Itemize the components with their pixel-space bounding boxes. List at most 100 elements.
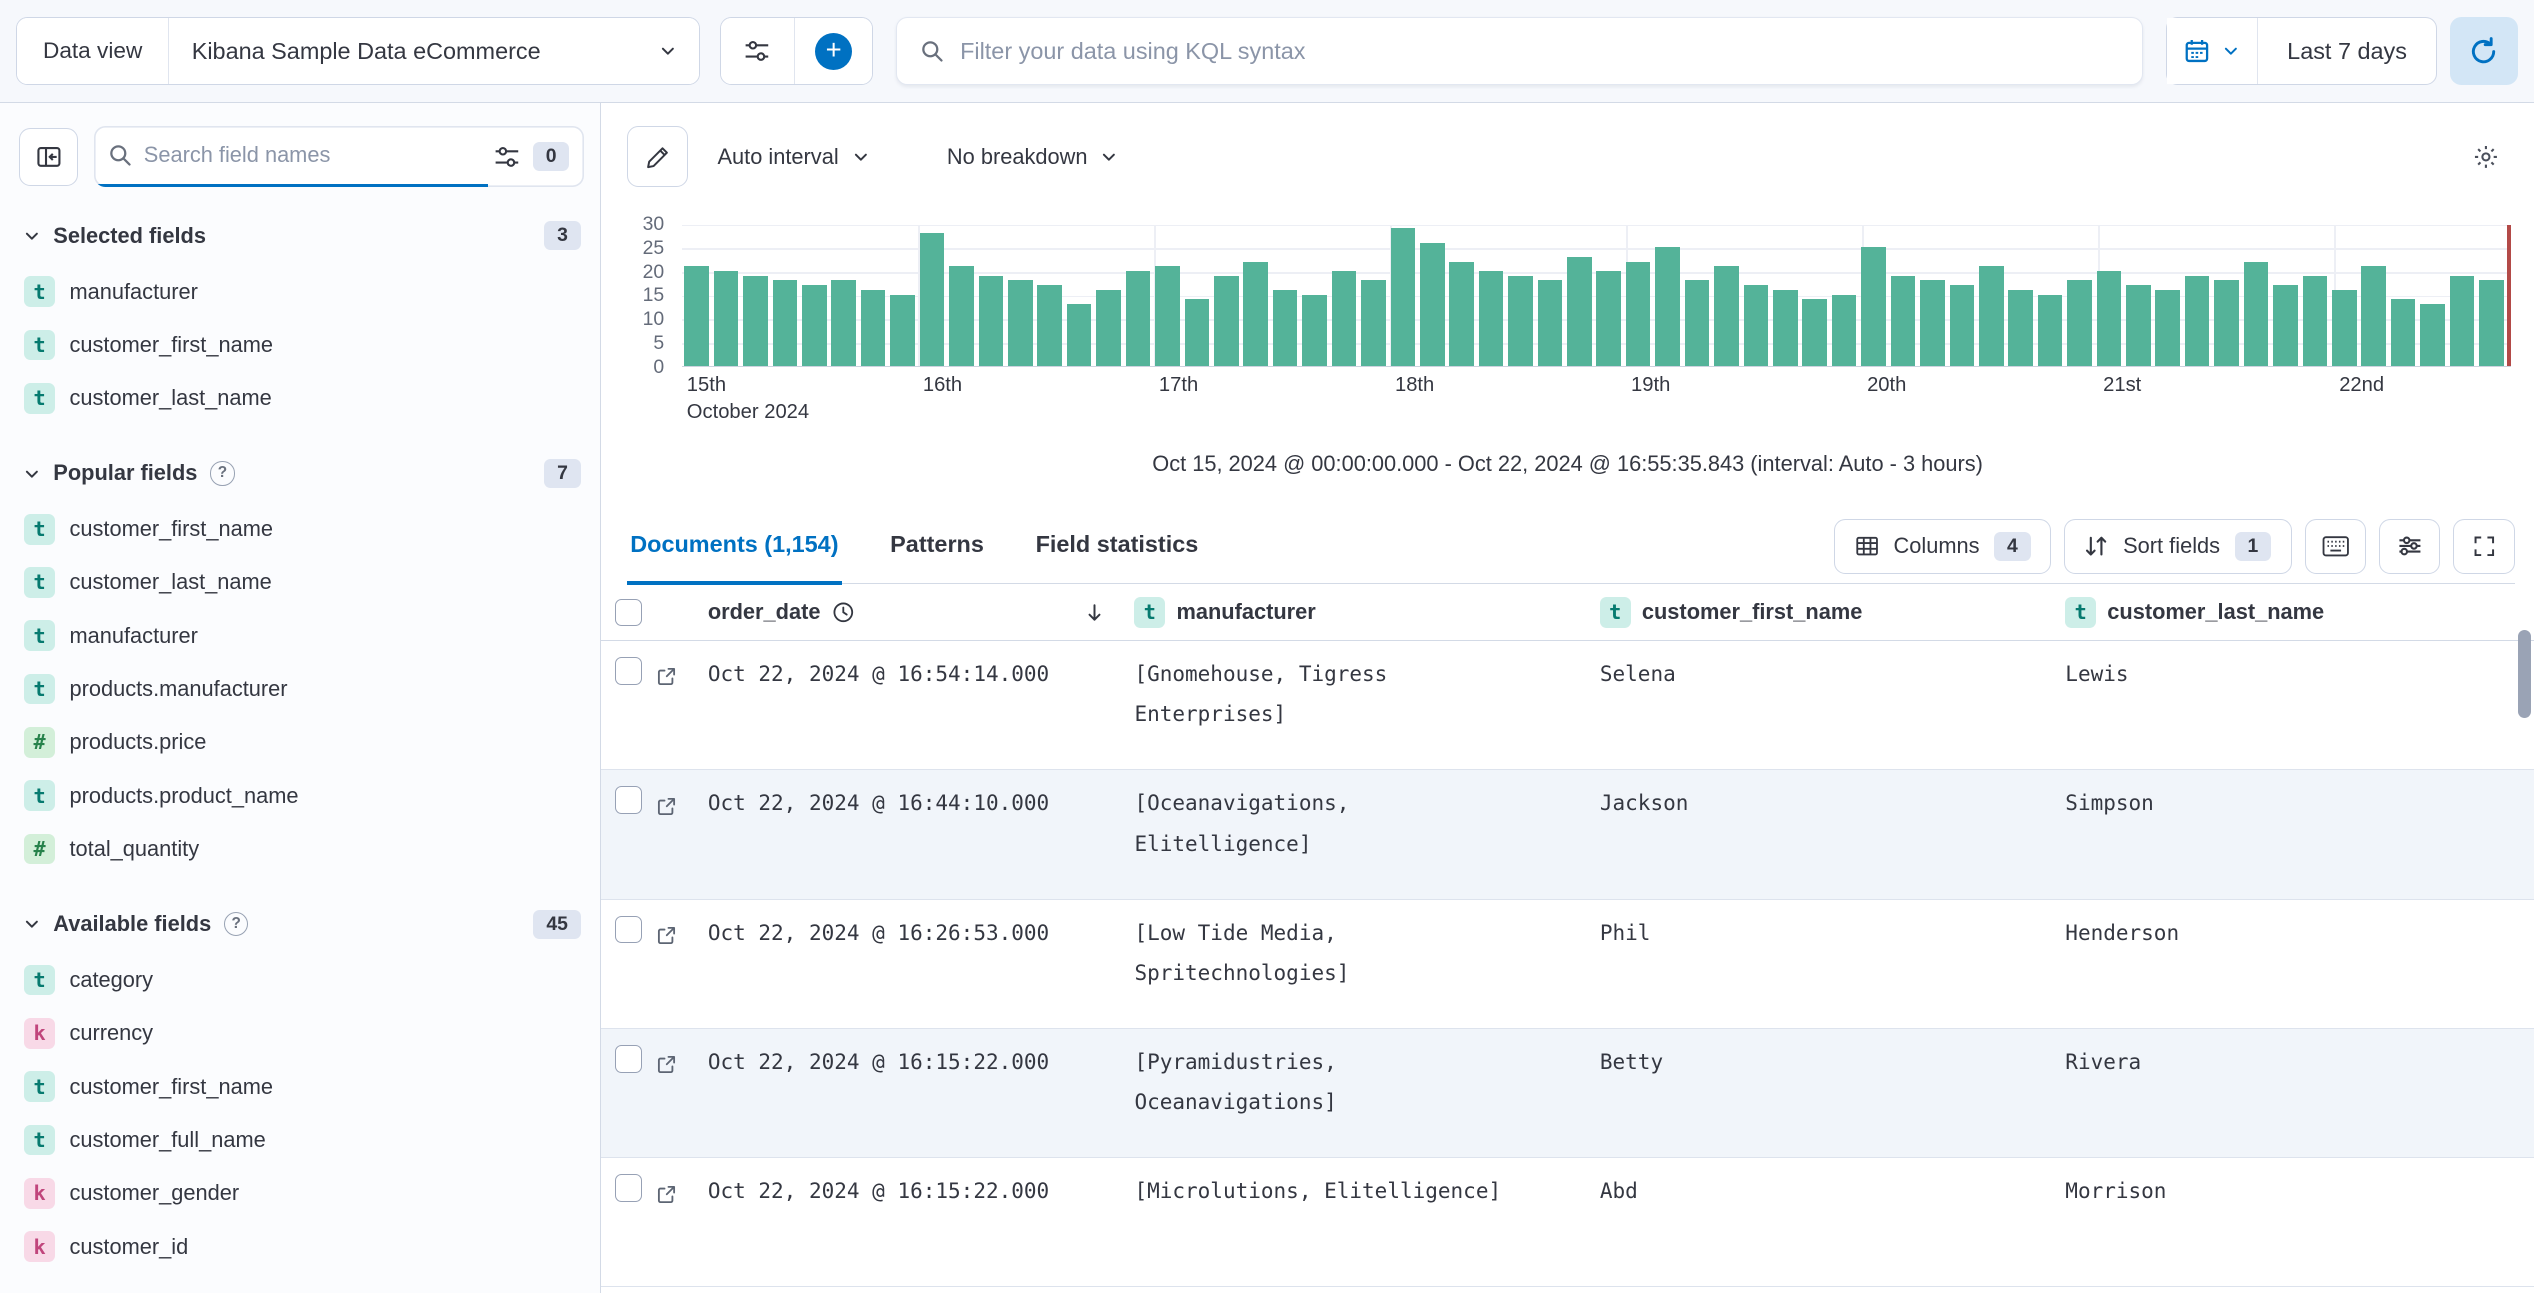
histogram-bar[interactable] (1302, 294, 1327, 366)
histogram-bar[interactable] (1213, 275, 1239, 366)
histogram-bar[interactable] (2302, 275, 2328, 366)
tab-field-statistics[interactable]: Field statistics (1032, 531, 1201, 585)
histogram-bar[interactable] (831, 280, 857, 366)
sort-fields-button[interactable]: Sort fields 1 (2063, 518, 2292, 574)
expand-row-icon[interactable] (656, 1054, 677, 1075)
histogram-bar[interactable] (1008, 280, 1033, 366)
histogram-bar[interactable] (2067, 280, 2092, 366)
cell-customer-last-name[interactable]: Lewis (2065, 661, 2129, 686)
time-range-button[interactable]: Last 7 days (2258, 38, 2436, 65)
histogram-bar[interactable] (919, 233, 945, 366)
tab-documents[interactable]: Documents (1,154) (627, 531, 842, 586)
histogram-bar[interactable] (860, 290, 886, 366)
date-quick-select-button[interactable] (2166, 18, 2259, 85)
cell-customer-first-name[interactable]: Selena (1599, 661, 1676, 686)
histogram-bar[interactable] (890, 294, 915, 366)
row-checkbox[interactable] (614, 786, 643, 814)
field-section-header[interactable]: Selected fields 3 (19, 221, 584, 251)
histogram-bar[interactable] (1567, 256, 1592, 366)
histogram-bar[interactable] (1625, 261, 1651, 366)
edit-visualization-button[interactable] (627, 126, 689, 188)
field-item[interactable]: t customer_full_name (19, 1113, 584, 1166)
histogram-bar[interactable] (684, 266, 709, 366)
row-checkbox[interactable] (614, 1045, 643, 1073)
histogram-bar[interactable] (2008, 290, 2033, 366)
histogram-bar[interactable] (1125, 270, 1151, 366)
histogram-bar[interactable] (1390, 228, 1416, 366)
cell-customer-first-name[interactable]: Abd (1599, 1179, 1638, 1204)
histogram-bar[interactable] (2361, 266, 2386, 366)
histogram-bar[interactable] (1096, 290, 1121, 366)
cell-manufacturer[interactable]: [Pyramidustries, Oceanavigations] (1134, 1049, 1337, 1115)
cell-order-date[interactable]: Oct 22, 2024 @ 16:15:22.000 (707, 1049, 1050, 1074)
filter-by-type-icon[interactable] (494, 144, 520, 170)
keyboard-shortcuts-button[interactable] (2304, 518, 2366, 574)
data-view-picker[interactable]: Kibana Sample Data eCommerce (169, 18, 700, 85)
histogram-bar[interactable] (1331, 270, 1357, 366)
histogram-bar[interactable] (1684, 280, 1710, 366)
field-search-input[interactable] (143, 142, 474, 169)
histogram-bar[interactable] (978, 275, 1004, 366)
histogram-bar[interactable] (1272, 290, 1298, 366)
histogram-bar[interactable] (1037, 285, 1063, 366)
histogram-bar[interactable] (1861, 247, 1886, 366)
histogram-bar[interactable] (2420, 304, 2445, 366)
cell-order-date[interactable]: Oct 22, 2024 @ 16:54:14.000 (707, 661, 1050, 686)
field-item[interactable]: t customer_last_name (19, 372, 584, 425)
histogram-bar[interactable] (772, 280, 798, 366)
add-filter-button[interactable]: + (794, 18, 873, 85)
histogram-bar[interactable] (2184, 275, 2210, 366)
sort-descending-icon[interactable] (1084, 602, 1105, 623)
row-checkbox[interactable] (614, 1174, 643, 1202)
filter-options-button[interactable] (720, 18, 795, 85)
histogram-bar[interactable] (2155, 290, 2181, 366)
histogram-bar[interactable] (1920, 280, 1945, 366)
cell-manufacturer[interactable]: [Oceanavigations, Elitelligence] (1134, 791, 1350, 856)
histogram-bar[interactable] (2479, 280, 2504, 366)
breakdown-dropdown[interactable]: No breakdown (928, 126, 1138, 187)
cell-customer-first-name[interactable]: Betty (1599, 1049, 1664, 1074)
histogram-bar[interactable] (1184, 299, 1210, 366)
field-item[interactable]: # total_quantity (19, 822, 584, 875)
histogram-bar[interactable] (2243, 261, 2269, 366)
cell-customer-last-name[interactable]: Rivera (2065, 1049, 2142, 1074)
histogram-bar[interactable] (1537, 280, 1563, 366)
column-header-manufacturer[interactable]: t manufacturer (1125, 596, 1590, 628)
histogram-bar[interactable] (1831, 294, 1857, 366)
field-item[interactable]: t products.product_name (19, 769, 584, 822)
cell-order-date[interactable]: Oct 22, 2024 @ 16:26:53.000 (707, 920, 1050, 945)
cell-customer-last-name[interactable]: Morrison (2065, 1179, 2167, 1204)
histogram-bar[interactable] (1478, 270, 1504, 366)
histogram-bar[interactable] (1449, 261, 1474, 366)
collapse-sidebar-button[interactable] (19, 127, 78, 186)
field-item[interactable]: t products.manufacturer (19, 662, 584, 715)
expand-row-icon[interactable] (656, 925, 677, 946)
field-item[interactable]: t customer_first_name (19, 318, 584, 371)
field-item[interactable]: t manufacturer (19, 609, 584, 662)
histogram-plot[interactable] (681, 224, 2512, 367)
cell-customer-first-name[interactable]: Phil (1599, 920, 1651, 945)
field-item[interactable]: k currency (19, 1007, 584, 1060)
histogram-bar[interactable] (1508, 275, 1533, 366)
expand-row-icon[interactable] (656, 666, 677, 687)
histogram-bar[interactable] (1743, 285, 1769, 366)
expand-row-icon[interactable] (656, 1184, 677, 1205)
histogram-bar[interactable] (1978, 266, 2004, 366)
chart-options-button[interactable] (2456, 128, 2514, 186)
cell-order-date[interactable]: Oct 22, 2024 @ 16:44:10.000 (707, 791, 1050, 816)
fullscreen-button[interactable] (2453, 518, 2515, 574)
field-item[interactable]: # products.price (19, 716, 584, 769)
histogram-bar[interactable] (2037, 294, 2063, 366)
field-item[interactable]: t category (19, 953, 584, 1006)
histogram-bar[interactable] (2332, 290, 2357, 366)
histogram-bar[interactable] (1361, 280, 1386, 366)
histogram-bar[interactable] (2096, 270, 2122, 366)
field-section-header[interactable]: Popular fields? 7 (19, 458, 584, 488)
field-item[interactable]: k customer_id (19, 1220, 584, 1273)
expand-row-icon[interactable] (656, 796, 677, 817)
histogram-bar[interactable] (1155, 266, 1180, 366)
select-all-checkbox[interactable] (614, 598, 643, 626)
tab-patterns[interactable]: Patterns (887, 531, 987, 585)
field-section-header[interactable]: Available fields? 45 (19, 909, 584, 939)
field-item[interactable]: k customer_gender (19, 1167, 584, 1220)
